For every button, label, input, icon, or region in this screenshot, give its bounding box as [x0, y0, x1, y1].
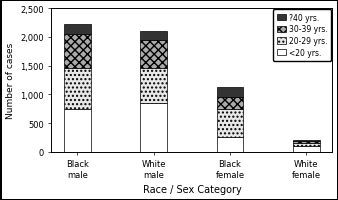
Bar: [140, 32, 167, 40]
Bar: [217, 98, 243, 109]
Legend: ?40 yrs., 30-39 yrs., 20-29 yrs., <20 yrs.: ?40 yrs., 30-39 yrs., 20-29 yrs., <20 yr…: [273, 10, 332, 61]
Bar: [293, 146, 320, 152]
X-axis label: Race / Sex Category: Race / Sex Category: [143, 185, 241, 194]
Bar: [64, 25, 91, 35]
Bar: [64, 69, 91, 109]
Y-axis label: Number of cases: Number of cases: [5, 43, 15, 118]
Bar: [293, 143, 320, 146]
Bar: [64, 109, 91, 152]
Bar: [64, 35, 91, 69]
Bar: [140, 69, 167, 103]
Bar: [217, 109, 243, 138]
Bar: [293, 141, 320, 143]
Bar: [293, 140, 320, 141]
Bar: [140, 40, 167, 69]
Bar: [140, 103, 167, 152]
Bar: [217, 88, 243, 98]
Bar: [217, 138, 243, 152]
